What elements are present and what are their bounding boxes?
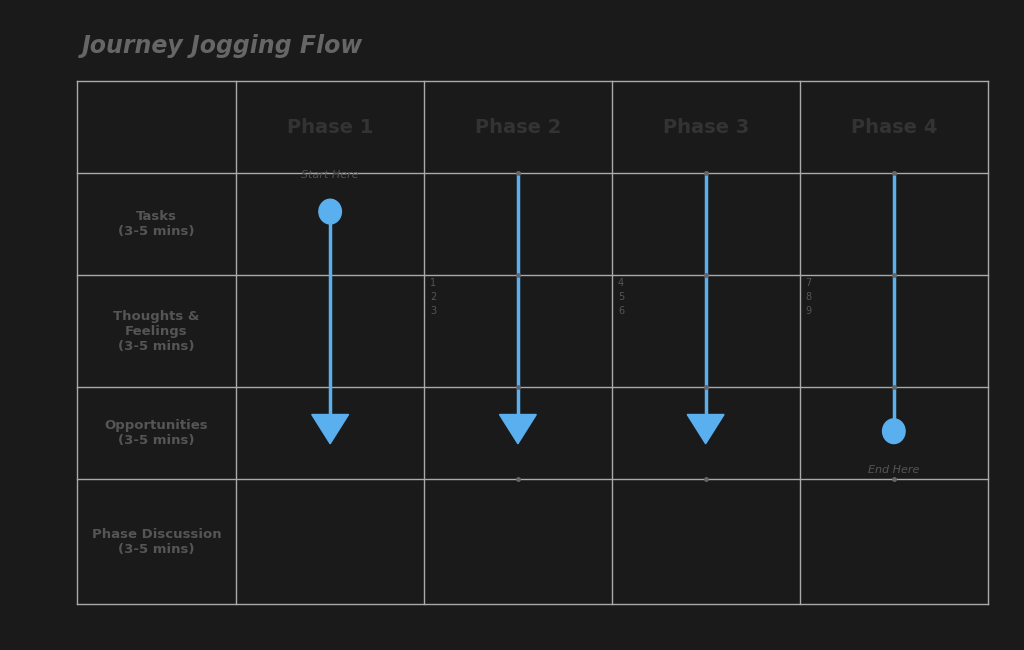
Text: Phase Discussion
(3-5 mins): Phase Discussion (3-5 mins)	[92, 528, 221, 556]
Text: Opportunities
(3-5 mins): Opportunities (3-5 mins)	[104, 419, 208, 447]
Text: 4
5
6: 4 5 6	[617, 278, 625, 316]
Text: Journey Jogging Flow: Journey Jogging Flow	[82, 34, 364, 58]
Text: Thoughts &
Feelings
(3-5 mins): Thoughts & Feelings (3-5 mins)	[114, 309, 200, 352]
Text: 1
2
3: 1 2 3	[430, 278, 436, 316]
Text: Phase 1: Phase 1	[287, 118, 374, 136]
Text: End Here: End Here	[868, 465, 920, 475]
Text: 7
8
9: 7 8 9	[806, 278, 812, 316]
Text: Tasks
(3-5 mins): Tasks (3-5 mins)	[119, 210, 195, 238]
Text: Phase 2: Phase 2	[475, 118, 561, 136]
Text: Phase 3: Phase 3	[663, 118, 749, 136]
Text: Start Here: Start Here	[301, 170, 359, 181]
Text: Phase 4: Phase 4	[851, 118, 937, 136]
